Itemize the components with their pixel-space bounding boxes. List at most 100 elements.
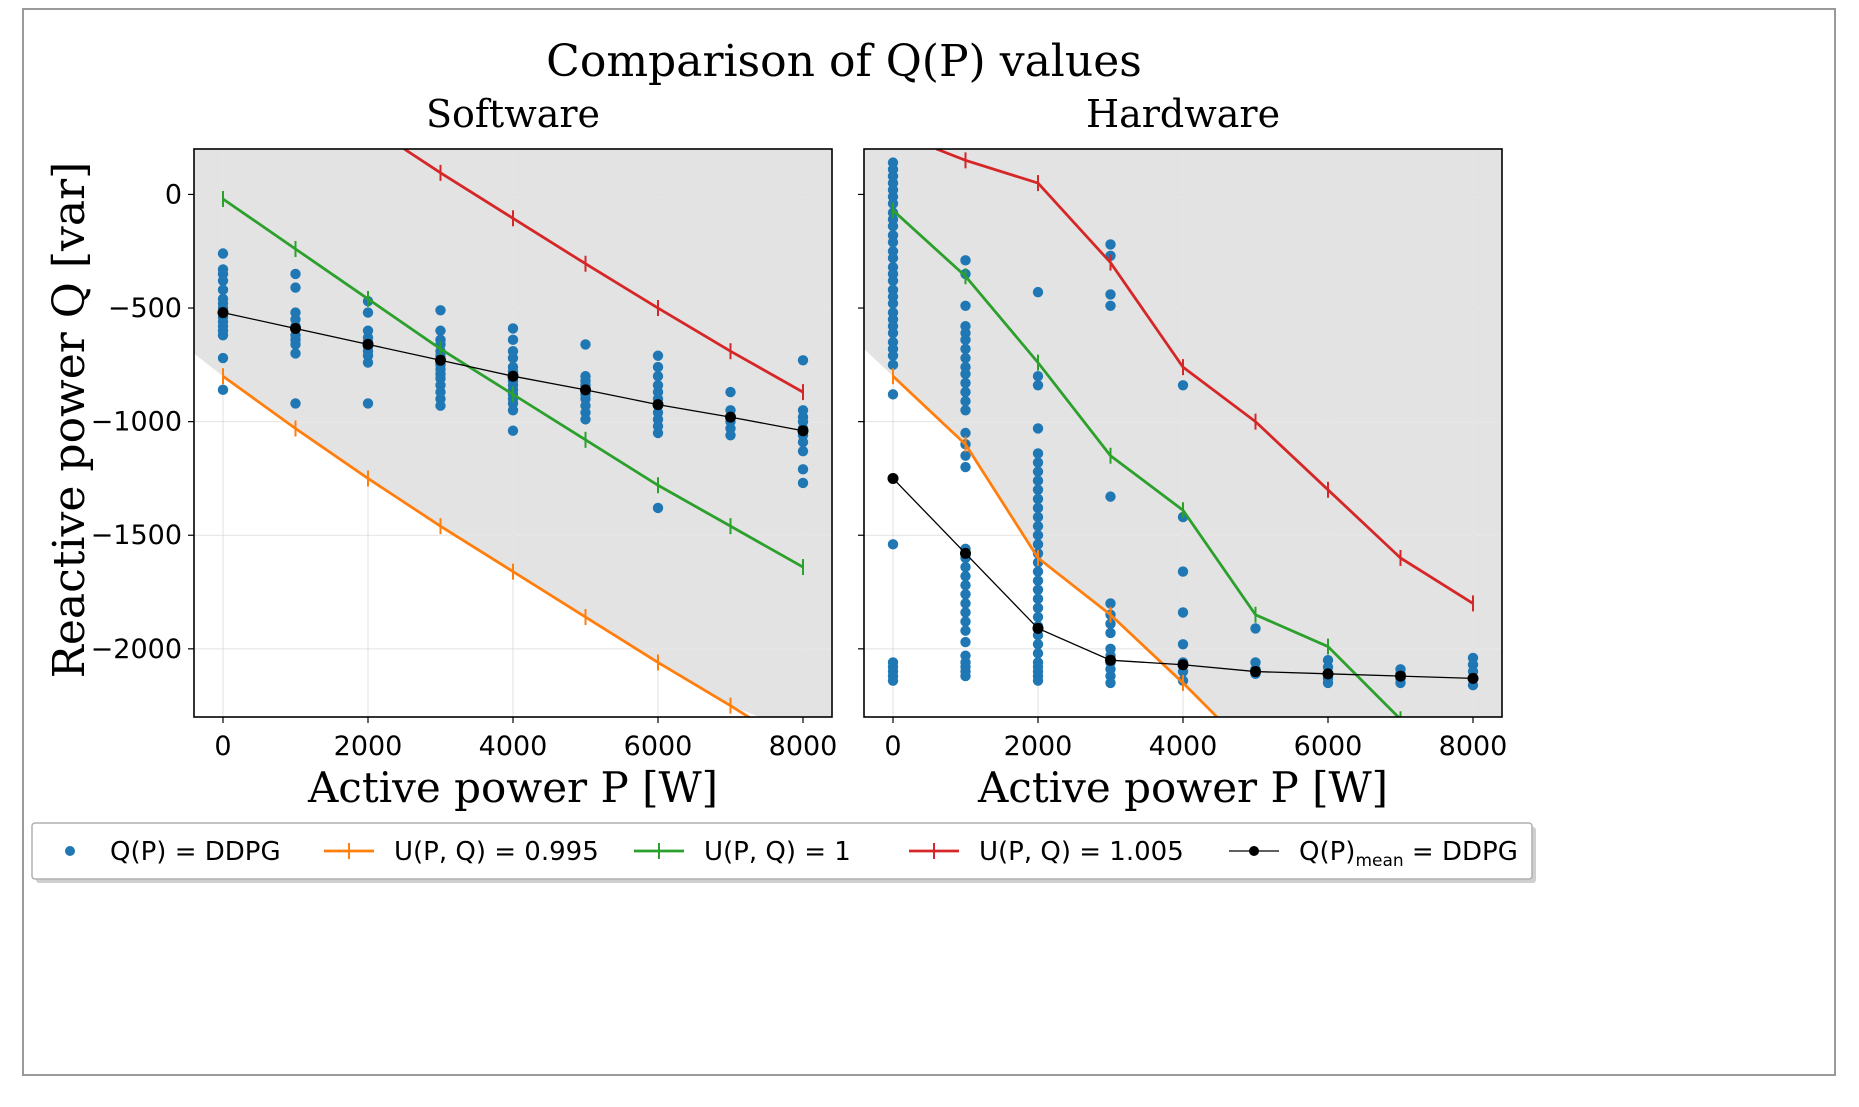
scatter-point (1032, 611, 1044, 623)
x-axis-label: Active power P [W] (307, 763, 718, 812)
scatter-point (960, 377, 971, 389)
scatter-point (960, 427, 971, 439)
x-tick-label: 8000 (1439, 731, 1508, 762)
scatter-point (797, 464, 809, 475)
x-tick-label: 8000 (769, 731, 838, 762)
scatter-point (1032, 448, 1044, 459)
panel-software: Software 0 2000 4000 6000 8000 0 −500 −1000 −1500… (91, 92, 838, 812)
scatter-point (1105, 491, 1116, 502)
legend-label: Q(P) = DDPG (110, 837, 281, 867)
scatter-point (960, 343, 971, 355)
legend-marker-dot (65, 846, 75, 856)
scatter-point (1177, 607, 1189, 618)
scatter-point (1032, 575, 1044, 586)
scatter-point (1032, 457, 1044, 468)
scatter-point (960, 589, 971, 600)
series-marker-mean (725, 411, 736, 423)
scatter-point (652, 371, 664, 382)
scatter-point (1032, 423, 1044, 434)
scatter-point (507, 352, 519, 364)
scatter-point (960, 368, 971, 380)
scatter-point (960, 386, 971, 398)
scatter-point (1032, 602, 1044, 614)
x-tick-label: 6000 (1294, 731, 1363, 762)
scatter-point (652, 502, 664, 514)
scatter-point (1105, 677, 1116, 689)
y-tick-label: −1500 (91, 520, 182, 551)
chart-title: Comparison of Q(P) values (546, 36, 1142, 87)
y-tick-label: 0 (165, 179, 182, 210)
scatter-point (797, 355, 809, 366)
scatter-point (217, 275, 229, 286)
scatter-point (1032, 466, 1044, 477)
scatter-point (362, 398, 374, 409)
scatter-point (1032, 493, 1044, 505)
scatter-point (507, 405, 519, 416)
series-marker-mean (435, 354, 446, 366)
scatter-point (960, 636, 971, 648)
scatter-point (1105, 289, 1116, 300)
legend-entry-u0995: U(P, Q) = 0.995 (324, 837, 599, 867)
scatter-point (1032, 539, 1044, 550)
scatter-point (1032, 511, 1044, 523)
scatter-point (435, 400, 446, 411)
legend-label: U(P, Q) = 1.005 (979, 837, 1184, 867)
legend-entry-u1005: U(P, Q) = 1.005 (909, 837, 1184, 867)
scatter-point (652, 361, 664, 373)
scatter-point (960, 670, 971, 682)
scatter-point (887, 539, 899, 550)
y-axis-label: Reactive power Q [var] (44, 162, 95, 679)
scatter-point (580, 414, 591, 425)
x-axis-label: Active power P [W] (977, 763, 1388, 812)
scatter-point (1032, 286, 1044, 298)
scatter-point (1105, 300, 1116, 311)
scatter-point (960, 334, 971, 346)
series-marker-mean (1032, 622, 1044, 634)
scatter-point (797, 436, 809, 448)
scatter-point (1105, 618, 1116, 630)
scatter-point (1032, 639, 1044, 650)
legend-entry-mean: Q(P)mean = DDPG (1229, 837, 1518, 871)
y-tick-label: −500 (108, 293, 182, 324)
scatter-point (960, 598, 971, 609)
scatter-point (1032, 380, 1044, 391)
scatter-point (1032, 475, 1044, 486)
scatter-point (960, 570, 971, 582)
series-marker-mean (1467, 672, 1479, 684)
chart-svg: Comparison of Q(P) values Software 0 2000 4… (31, 36, 1536, 883)
plot-area (864, 149, 1502, 717)
x-tick-label: 0 (884, 731, 901, 762)
series-marker-mean (507, 370, 519, 382)
scatter-point (1032, 530, 1044, 541)
series-line-u0995 (892, 375, 1219, 717)
scatter-point (1032, 484, 1044, 495)
scatter-point (960, 625, 971, 636)
scatter-point (887, 675, 899, 686)
scatter-point (960, 300, 971, 311)
scatter-point (960, 395, 971, 407)
legend-box (31, 822, 1533, 880)
x-tick-label: 4000 (1149, 731, 1218, 762)
scatter-point (887, 389, 899, 400)
series-marker-mean (887, 472, 899, 484)
series-marker-mean (1395, 670, 1406, 682)
scatter-point (960, 352, 971, 364)
scatter-point (290, 268, 301, 280)
scatter-point (1105, 598, 1116, 609)
scatter-point (887, 275, 899, 286)
scatter-point (725, 430, 736, 441)
scatter-point (1250, 623, 1261, 634)
scatter-point (960, 405, 971, 416)
series-marker-mean (960, 547, 971, 559)
scatter-point (652, 427, 664, 439)
scatter-point (960, 607, 971, 618)
legend-label: U(P, Q) = 1 (704, 837, 851, 867)
legend-marker-dot (1249, 846, 1259, 856)
scatter-point (652, 350, 664, 361)
legend-entry-u1: U(P, Q) = 1 (634, 837, 851, 867)
legend-label: Q(P)mean = DDPG (1299, 837, 1518, 871)
series-marker-mean (1250, 666, 1261, 678)
scatter-point (1177, 566, 1189, 577)
scatter-point (1032, 502, 1044, 514)
scatter-point (435, 305, 446, 316)
